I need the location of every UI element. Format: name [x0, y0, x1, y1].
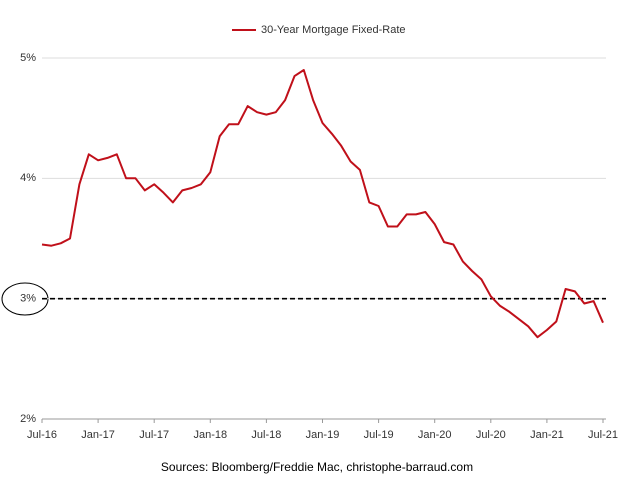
x-tick-label: Jan-19 — [306, 429, 340, 441]
line-series — [41, 69, 604, 339]
x-tick-label: Jan-17 — [81, 429, 115, 441]
x-tick-label: Jul-21 — [588, 429, 618, 441]
x-tick-label: Jan-20 — [418, 429, 452, 441]
x-tick-label: Jan-21 — [530, 429, 564, 441]
x-tick-label: Jul-17 — [139, 429, 169, 441]
y-tick-label: 3% — [20, 293, 36, 305]
x-tick-label: Jul-18 — [251, 429, 281, 441]
y-tick-label: 5% — [20, 52, 36, 64]
x-tick-label: Jul-19 — [364, 429, 394, 441]
source-note: Sources: Bloomberg/Freddie Mac, christop… — [161, 460, 473, 474]
y-tick-label: 2% — [20, 413, 36, 425]
x-tick-label: Jul-16 — [27, 429, 57, 441]
x-tick-label: Jan-18 — [193, 429, 227, 441]
y-tick-label: 4% — [20, 172, 36, 184]
legend-label: 30-Year Mortgage Fixed-Rate — [261, 24, 406, 36]
x-tick-label: Jul-20 — [476, 429, 506, 441]
